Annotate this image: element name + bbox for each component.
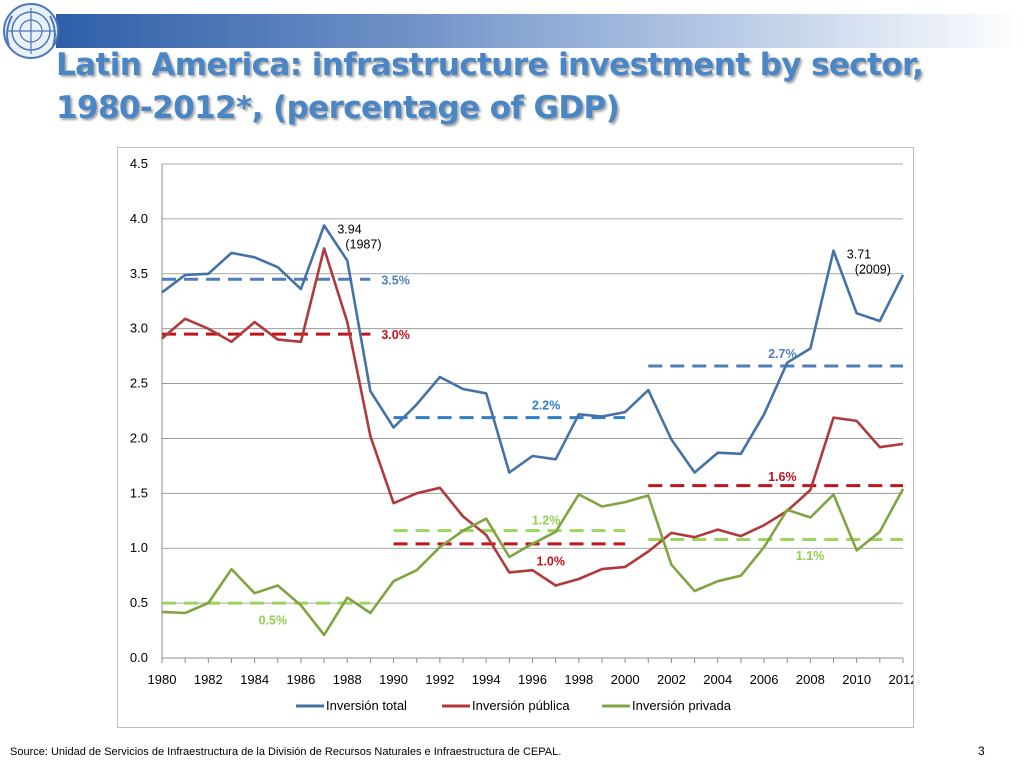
x-tick-label: 1996: [518, 672, 547, 687]
x-tick-label: 1980: [148, 672, 177, 687]
y-tick-label: 2.5: [130, 376, 148, 391]
source-note: Source: Unidad de Servicios de Infraestr…: [10, 746, 562, 758]
x-tick-label: 1982: [194, 672, 223, 687]
x-tick-label: 2000: [611, 672, 640, 687]
y-tick-label: 2.0: [130, 430, 148, 445]
average-label: 2.2%: [532, 398, 561, 412]
y-tick-label: 4.0: [130, 211, 148, 226]
y-tick-label: 3.0: [130, 321, 148, 336]
line-chart: 0.0 0.5 1.0 1.5 2.0 2.5 3.0 3.5 4.0 4.5 1980 1982 19…: [130, 156, 913, 713]
series-line-privada: [161, 488, 905, 637]
page-title: Latin America: infrastructure investment…: [56, 44, 956, 130]
annotation-year: (2009): [855, 263, 891, 277]
x-tick-label: 1994: [472, 672, 501, 687]
x-tick-label: 2012: [889, 672, 913, 687]
x-tick-label: 2004: [703, 672, 732, 687]
average-label: 1.1%: [796, 549, 825, 563]
x-tick-label: 2006: [750, 672, 779, 687]
average-label: 3.0%: [381, 328, 410, 342]
average-label: 0.5%: [259, 614, 288, 628]
y-tick-label: 0.0: [130, 650, 148, 665]
x-tick-label: 2008: [796, 672, 825, 687]
x-tick-label: 2010: [842, 672, 871, 687]
legend-label: Inversión total: [326, 698, 407, 713]
title-line-1: Latin America: infrastructure investment…: [56, 47, 924, 83]
annotation-year: (1987): [345, 237, 381, 251]
annotation-value: 3.71: [847, 248, 871, 262]
series-line-total: [161, 224, 905, 474]
average-label: 1.2%: [532, 514, 561, 528]
chart-area: 0.0 0.5 1.0 1.5 2.0 2.5 3.0 3.5 4.0 4.5 1980 1982 19…: [117, 147, 914, 728]
un-emblem-icon: [3, 3, 59, 59]
y-tick-label: 4.5: [130, 156, 148, 171]
y-tick-label: 3.5: [130, 266, 148, 281]
title-line-2: 1980-2012*, (percentage of GDP): [56, 90, 620, 126]
y-tick-label: 0.5: [130, 595, 148, 610]
legend-label: Inversión privada: [632, 698, 732, 713]
series-line-publica: [161, 247, 904, 587]
x-tick-label: 1986: [286, 672, 315, 687]
annotation-value: 3.94: [337, 222, 361, 236]
x-tick-label: 1990: [379, 672, 408, 687]
x-tick-label: 1992: [425, 672, 454, 687]
average-label: 1.6%: [768, 470, 797, 484]
page-number: 3: [978, 744, 985, 758]
legend-label: Inversión pública: [472, 698, 570, 713]
y-tick-label: 1.5: [130, 485, 148, 500]
y-tick-label: 1.0: [130, 540, 148, 555]
average-label: 1.0%: [537, 554, 566, 568]
x-tick-label: 1984: [240, 672, 269, 687]
average-label: 3.5%: [381, 273, 410, 287]
x-tick-label: 1998: [564, 672, 593, 687]
x-tick-label: 1988: [333, 672, 362, 687]
x-tick-label: 2002: [657, 672, 686, 687]
average-label: 2.7%: [768, 347, 797, 361]
title-banner: [56, 14, 1024, 48]
